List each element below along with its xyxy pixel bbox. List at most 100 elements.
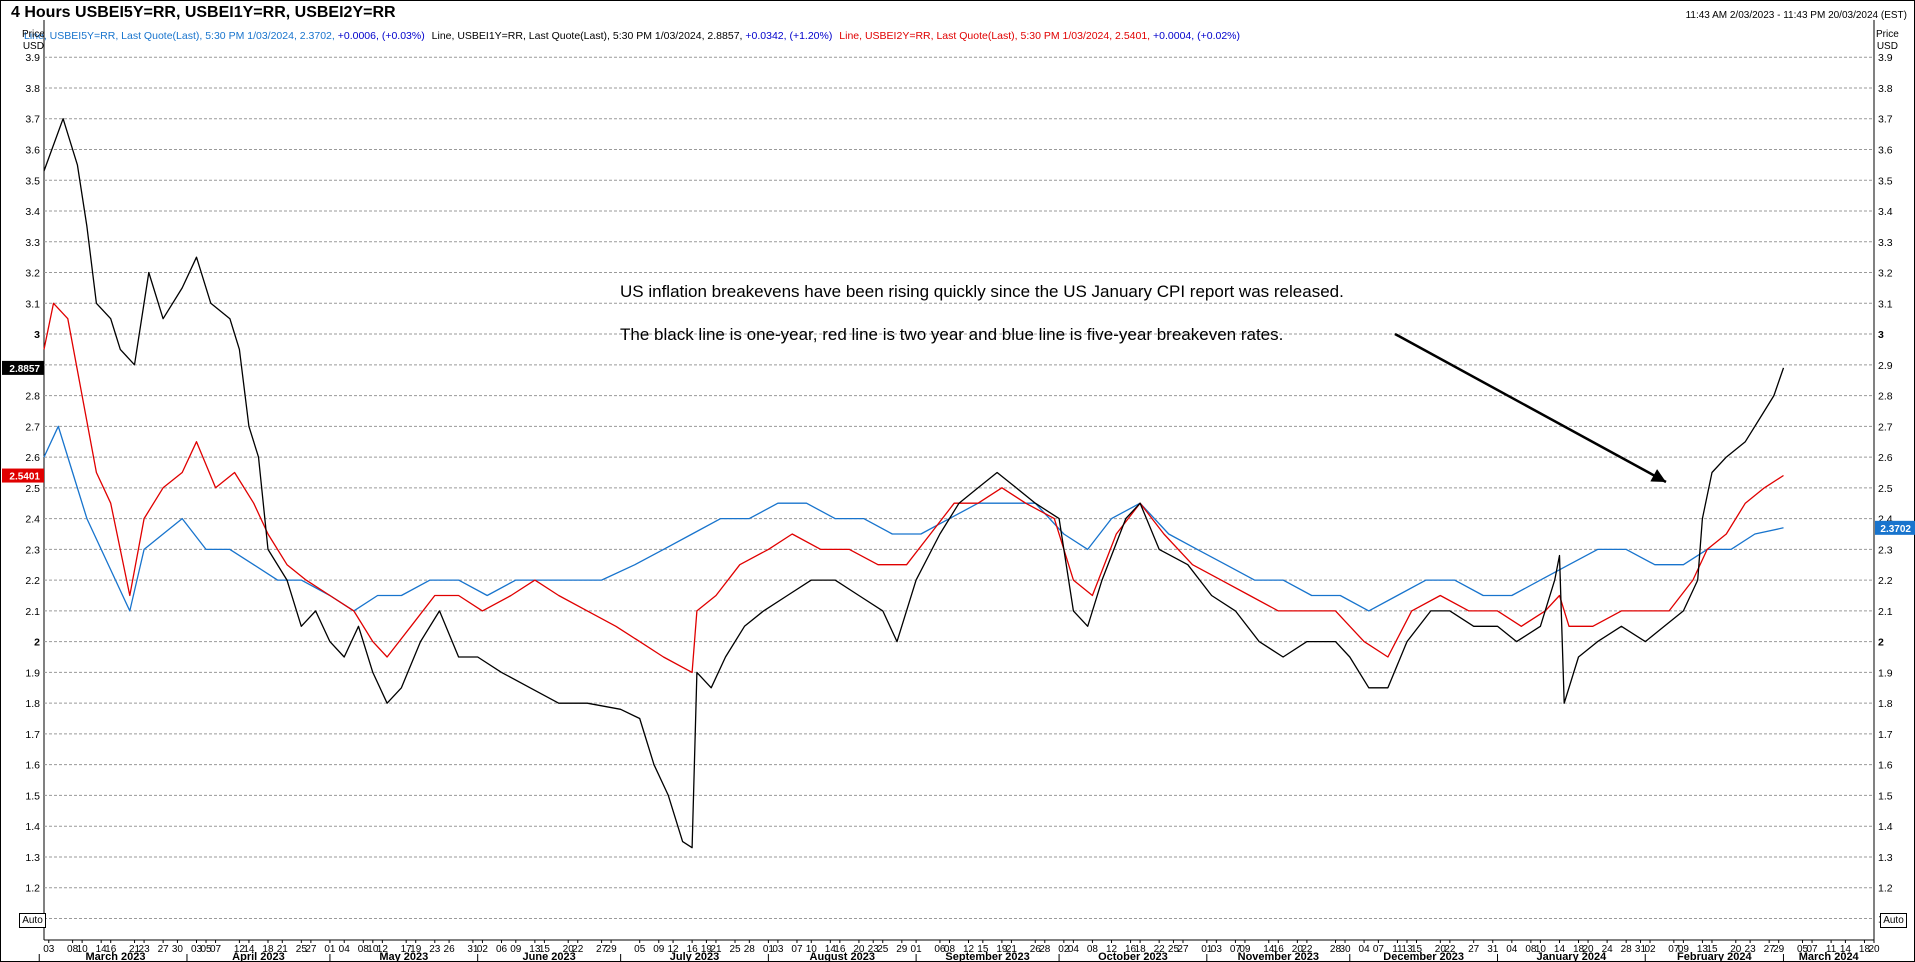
x-day-label: 29	[1773, 944, 1785, 955]
y-tick-label-left: 2.6	[25, 452, 40, 464]
left-axis-unit: Price USD	[22, 29, 45, 53]
y-tick-label-right: 2.2	[1878, 575, 1893, 587]
x-day-label: 03	[191, 944, 203, 955]
x-day-label: 02	[1644, 944, 1656, 955]
annotation-arrow-head	[1650, 469, 1666, 482]
x-day-label: 27	[158, 944, 170, 955]
x-month-label: July 2023	[670, 951, 720, 962]
series-line-usbei1y-rr[interactable]	[43, 118, 1785, 849]
legend: Line, USBEI5Y=RR, Last Quote(Last), 5:30…	[24, 30, 1240, 42]
x-month-label: March 2024	[1799, 951, 1860, 962]
x-day-label: 13	[1401, 944, 1413, 955]
x-day-label: 09	[510, 944, 522, 955]
x-day-label: 16	[1125, 944, 1137, 955]
y-tick-label-left: 3	[34, 329, 40, 341]
y-tick-label-right: 3.3	[1878, 237, 1893, 249]
x-day-label: 14	[243, 944, 255, 955]
series-line-usbei2y-rr[interactable]	[43, 302, 1784, 674]
auto-scale-button-right[interactable]: Auto	[1880, 913, 1907, 928]
legend-text: Line, USBEI2Y=RR, Last Quote(Last), 5:30…	[839, 30, 1154, 42]
x-day-label: 28	[744, 944, 756, 955]
last-value-label: 2.8857	[9, 364, 40, 375]
x-day-label: 20	[1292, 944, 1304, 955]
date-range: 11:43 AM 2/03/2023 - 11:43 PM 20/03/2024…	[1685, 10, 1907, 21]
x-month-label: November 2023	[1238, 951, 1319, 962]
x-day-label: 21	[710, 944, 722, 955]
x-day-label: 21	[1006, 944, 1018, 955]
annotation-line-2: The black line is one-year, red line is …	[620, 325, 1284, 344]
x-day-label: 05	[1797, 944, 1809, 955]
legend-item-2y[interactable]: Line, USBEI2Y=RR, Last Quote(Last), 5:30…	[839, 30, 1240, 42]
x-day-label: 05	[634, 944, 646, 955]
x-day-label: 19	[996, 944, 1008, 955]
x-day-label: 14	[96, 944, 108, 955]
x-day-label: 29	[896, 944, 908, 955]
x-day-label: 18	[1573, 944, 1585, 955]
legend-text: Line, USBEI1Y=RR, Last Quote(Last), 5:30…	[431, 30, 746, 42]
y-tick-label-left: 3.6	[25, 145, 40, 157]
x-month-label: September 2023	[945, 951, 1029, 962]
x-day-label: 28	[1330, 944, 1342, 955]
legend-item-1y[interactable]: Line, USBEI1Y=RR, Last Quote(Last), 5:30…	[432, 30, 836, 42]
x-day-label: 28	[1621, 944, 1633, 955]
x-day-label: 15	[1411, 944, 1423, 955]
y-tick-label-right: 2.6	[1878, 452, 1893, 464]
x-day-label: 16	[1273, 944, 1285, 955]
price-label: Price	[22, 29, 45, 40]
y-tick-label-left: 2.7	[25, 421, 40, 433]
series-line-usbei5y-rr[interactable]	[43, 425, 1784, 612]
y-tick-label-left: 2.5	[25, 483, 40, 495]
legend-change: +0.0004, (+0.02%)	[1153, 30, 1240, 42]
x-day-label: 27	[305, 944, 317, 955]
x-day-label: 20	[1435, 944, 1447, 955]
x-day-label: 07	[1230, 944, 1242, 955]
x-month-label: April 2023	[232, 951, 285, 962]
y-tick-label-right: 3.7	[1878, 114, 1893, 126]
x-month-label: August 2023	[810, 951, 875, 962]
x-day-label: 11	[1826, 944, 1837, 955]
last-value-tag	[1875, 520, 1915, 535]
y-tick-label-right: 1.7	[1878, 729, 1893, 741]
x-day-label: 10	[806, 944, 818, 955]
x-day-label: 26	[444, 944, 456, 955]
x-day-label: 07	[210, 944, 222, 955]
x-day-label: 12	[963, 944, 975, 955]
x-day-label: 04	[339, 944, 351, 955]
x-day-label: 03	[43, 944, 55, 955]
x-day-label: 23	[429, 944, 441, 955]
x-day-label: 09	[1239, 944, 1251, 955]
y-tick-label-right: 2	[1878, 637, 1884, 649]
x-day-label: 27	[1177, 944, 1189, 955]
x-day-label: 02	[1058, 944, 1070, 955]
auto-scale-button-left[interactable]: Auto	[19, 913, 46, 928]
x-day-label: 01	[1201, 944, 1213, 955]
x-day-label: 11	[1392, 944, 1403, 955]
x-day-label: 14	[1554, 944, 1566, 955]
legend-text: Line, USBEI5Y=RR, Last Quote(Last), 5:30…	[24, 30, 338, 42]
y-tick-label-right: 3.5	[1878, 175, 1893, 187]
y-tick-label-left: 3.4	[25, 206, 40, 218]
y-tick-label-left: 1.5	[25, 790, 40, 802]
y-tick-label-right: 3.2	[1878, 268, 1893, 280]
x-day-label: 31	[467, 944, 479, 955]
y-tick-label-right: 1.5	[1878, 790, 1893, 802]
last-value-tag	[2, 468, 44, 483]
y-tick-label-right: 2.1	[1878, 606, 1893, 618]
x-day-label: 14	[825, 944, 837, 955]
y-tick-label-right: 3	[1878, 329, 1884, 341]
x-day-label: 18	[1135, 944, 1147, 955]
x-day-label: 04	[1068, 944, 1080, 955]
y-tick-label-right: 1.8	[1878, 698, 1893, 710]
x-day-label: 31	[1635, 944, 1647, 955]
x-day-label: 20	[1583, 944, 1595, 955]
x-day-label: 25	[1168, 944, 1180, 955]
x-day-label: 27	[1468, 944, 1480, 955]
x-day-label: 16	[687, 944, 699, 955]
x-day-label: 16	[834, 944, 846, 955]
legend-item-5y[interactable]: Line, USBEI5Y=RR, Last Quote(Last), 5:30…	[24, 30, 428, 42]
y-tick-label-left: 3.7	[25, 114, 40, 126]
x-day-label: 09	[1678, 944, 1690, 955]
x-day-label: 01	[763, 944, 775, 955]
